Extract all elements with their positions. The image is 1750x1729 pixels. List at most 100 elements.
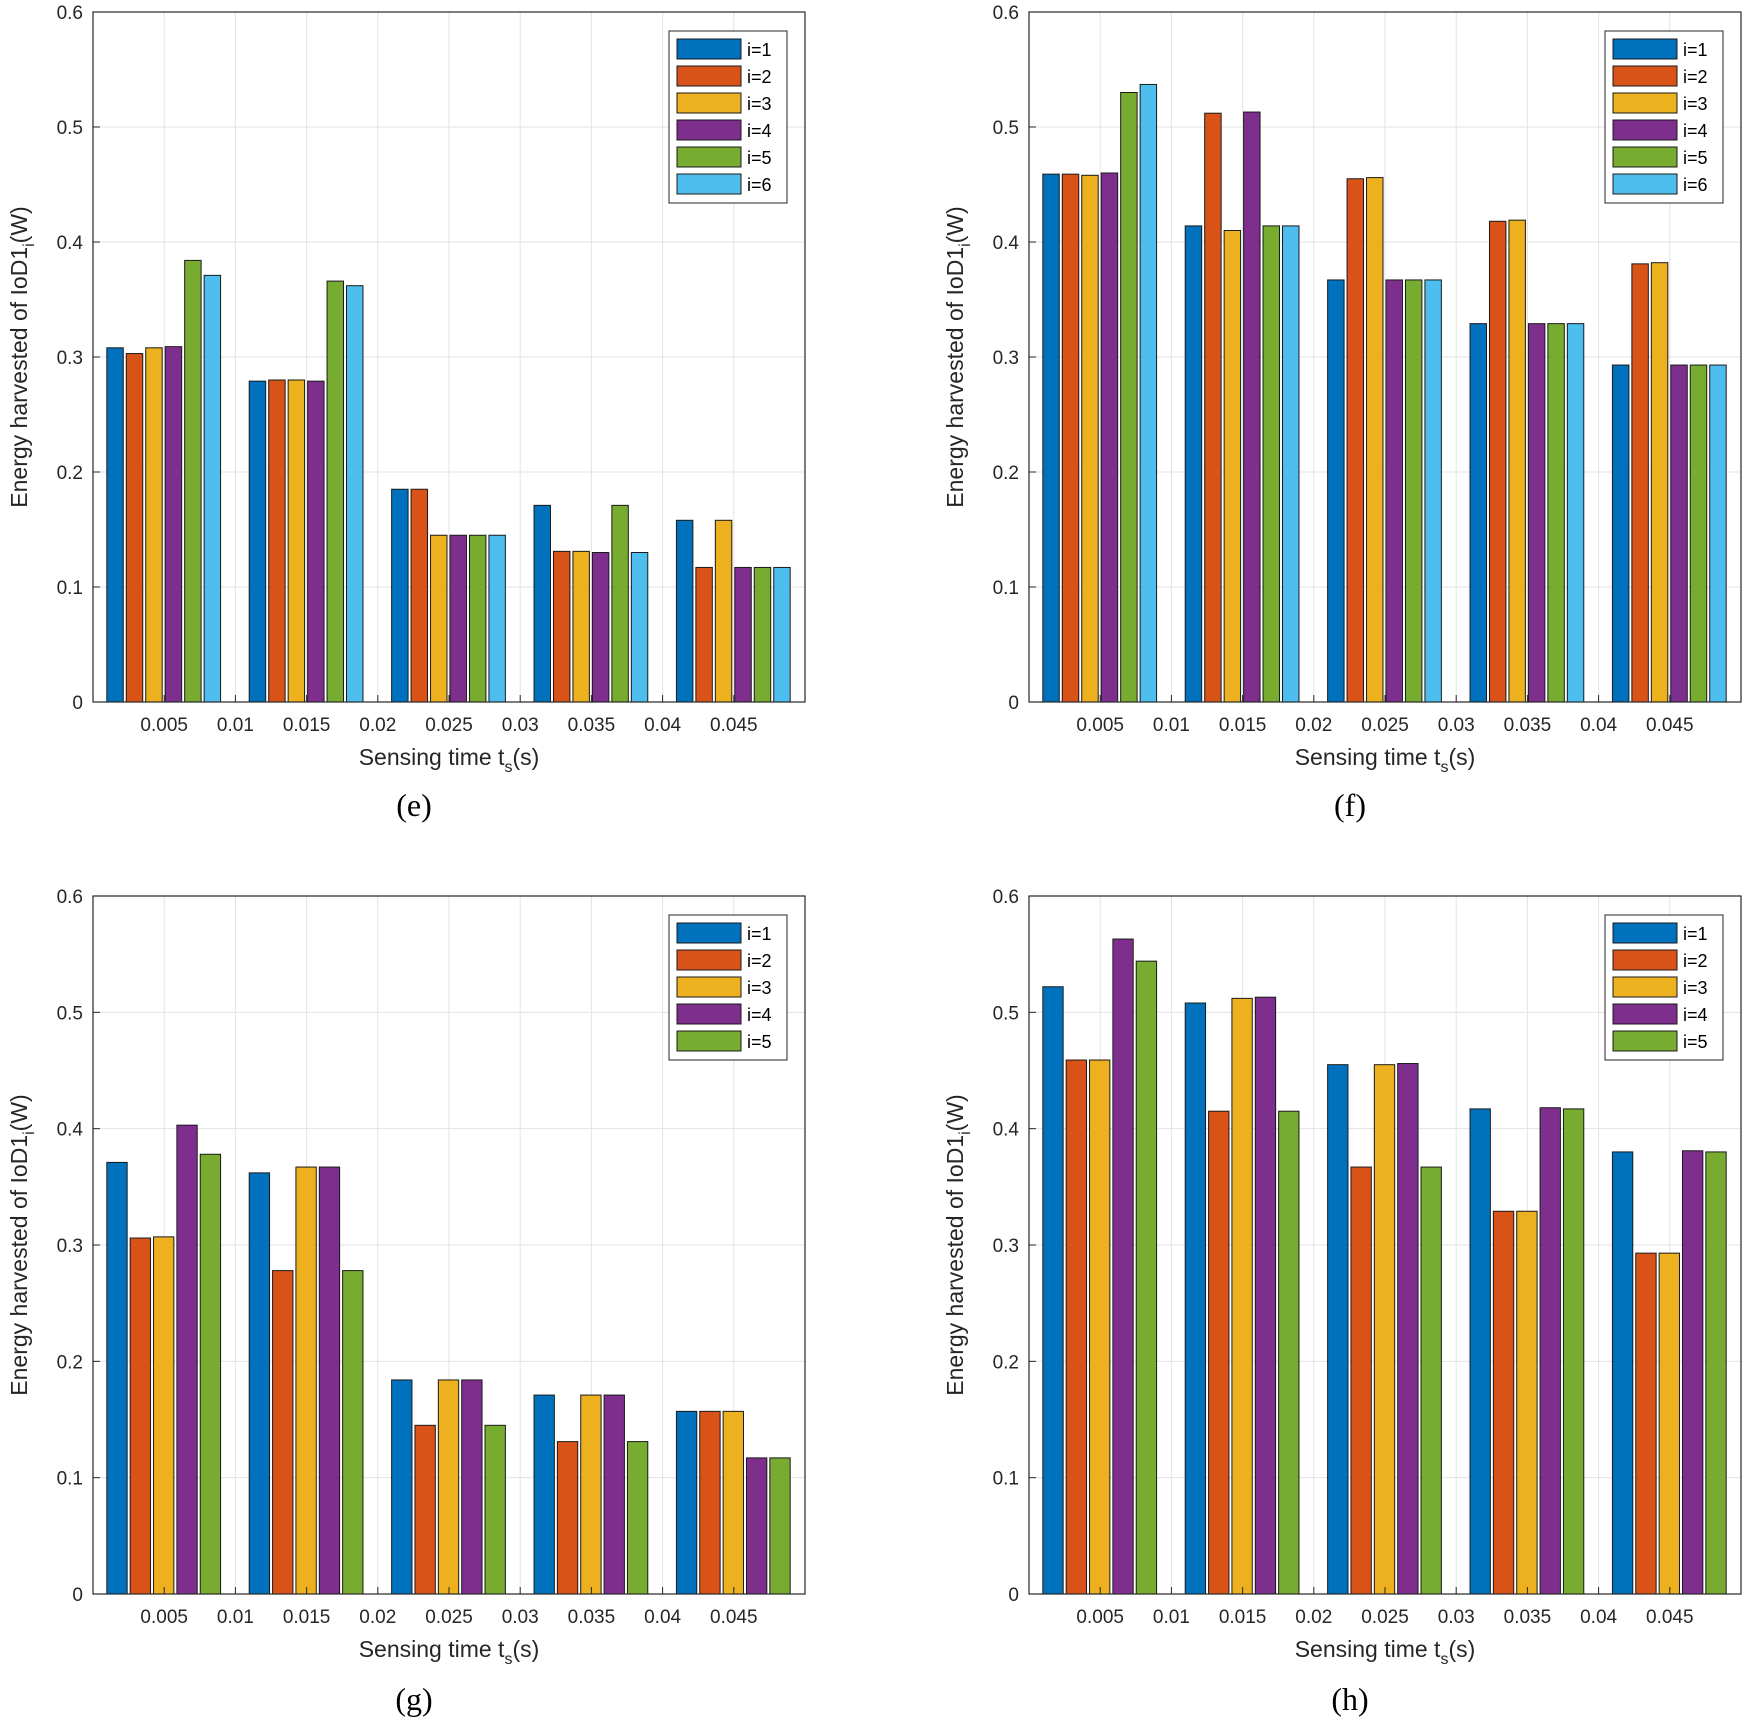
bar-i6-cat5 xyxy=(1709,364,1727,703)
bar-i2-cat1 xyxy=(1065,1059,1088,1595)
y-tick-label: 0 xyxy=(72,693,83,714)
bar-i1-cat4 xyxy=(1469,1108,1491,1595)
y-tick-label: 0.6 xyxy=(993,3,1019,24)
y-tick-label: 0.4 xyxy=(993,1120,1020,1141)
bar-i6-cat1 xyxy=(203,274,222,703)
bar-i4-cat2 xyxy=(1243,111,1261,703)
bar-i1-cat4 xyxy=(1469,323,1487,703)
x-tick-label: 0.035 xyxy=(568,715,616,736)
bar-i1-cat3 xyxy=(391,1379,413,1595)
bar-i2-cat5 xyxy=(1635,1252,1657,1595)
chart-h: 0 0.1 0.2 0.3 0.4 0.5 0.6 0.005 0.01 0.015 0.02 0.0… xyxy=(942,887,1742,1717)
x-axis-label: Sensing time ts(s) xyxy=(1295,744,1476,776)
bar-i3-cat4 xyxy=(1508,219,1526,703)
bar-i2-cat4 xyxy=(552,550,571,703)
bar-i3-cat2 xyxy=(295,1166,317,1595)
y-tick-label: 0.3 xyxy=(993,1236,1019,1257)
y-axis-label: Energy harvested of IoD1i(W) xyxy=(942,1094,974,1395)
y-tick-label: 0.5 xyxy=(993,1003,1019,1024)
x-tick-label: 0.025 xyxy=(1361,1607,1409,1628)
legend-label-i6: i=6 xyxy=(1683,175,1708,195)
bar-i2-cat1 xyxy=(125,353,144,703)
bar-i5-cat5 xyxy=(1705,1151,1727,1595)
x-tick-label: 0.015 xyxy=(1219,1607,1267,1628)
x-tick-label: 0.005 xyxy=(140,1607,188,1628)
bar-i3-cat2 xyxy=(287,379,306,703)
chart-e: 0 0.1 0.2 0.3 0.4 0.5 0.6 0.005 0.01 0.015 0.02 0.0… xyxy=(6,3,806,823)
x-tick-label: 0.005 xyxy=(1076,715,1124,736)
bar-i4-cat4 xyxy=(591,552,610,703)
bar-i6-cat5 xyxy=(773,566,791,703)
x-tick-label: 0.045 xyxy=(710,1607,758,1628)
y-tick-label: 0.3 xyxy=(57,348,83,369)
bar-i2-cat2 xyxy=(272,1270,294,1595)
bar-i1-cat5 xyxy=(675,1410,698,1595)
bar-i4-cat3 xyxy=(1385,279,1403,703)
legend: i=1 i=2 i=3 i=4 i=5 i=6 xyxy=(668,30,788,204)
legend-swatch-i5 xyxy=(676,1030,742,1052)
bar-i2-cat4 xyxy=(556,1441,579,1595)
bar-i5-cat2 xyxy=(326,280,345,703)
y-tick-label: 0.5 xyxy=(57,118,83,139)
legend-label-i2: i=2 xyxy=(1683,951,1708,971)
bar-i5-cat5 xyxy=(753,566,772,703)
bar-i5-cat3 xyxy=(484,1424,506,1595)
y-tick-label: 0.4 xyxy=(993,233,1020,254)
chart-f: 0 0.1 0.2 0.3 0.4 0.5 0.6 0.005 0.01 0.015 0.02 0.0… xyxy=(942,3,1742,823)
bar-i6-cat4 xyxy=(630,552,649,703)
bar-i4-cat3 xyxy=(1397,1063,1419,1595)
x-tick-label: 0.025 xyxy=(1361,715,1409,736)
legend-swatch-i6 xyxy=(676,173,742,195)
bar-i4-cat5 xyxy=(1670,364,1688,703)
bar-i4-cat4 xyxy=(603,1394,625,1595)
bar-i4-cat2 xyxy=(1254,996,1277,1595)
x-tick-label: 0.02 xyxy=(1295,715,1332,736)
bar-i4-cat2 xyxy=(307,380,325,703)
bar-i1-cat1 xyxy=(106,1161,128,1595)
bar-i3-cat5 xyxy=(1650,262,1669,703)
bar-i6-cat4 xyxy=(1566,323,1585,703)
legend-swatch-i3 xyxy=(676,92,742,114)
bar-i1-cat1 xyxy=(1042,173,1060,703)
x-axis-label: Sensing time ts(s) xyxy=(359,744,540,776)
bar-i5-cat2 xyxy=(1262,225,1281,703)
x-tick-label: 0.015 xyxy=(1219,715,1267,736)
bar-i4-cat5 xyxy=(745,1457,768,1595)
bar-i2-cat4 xyxy=(1492,1210,1515,1595)
bar-i5-cat2 xyxy=(1278,1110,1300,1595)
bar-i4-cat3 xyxy=(461,1379,483,1595)
bar-i2-cat5 xyxy=(1631,263,1649,703)
y-tick-label: 0.6 xyxy=(57,887,83,908)
bar-i5-cat1 xyxy=(1135,960,1158,1595)
legend-swatch-i3 xyxy=(1612,92,1678,114)
bar-i1-cat4 xyxy=(533,1394,555,1595)
legend-label-i3: i=3 xyxy=(747,978,772,998)
x-tick-label: 0.02 xyxy=(359,1607,396,1628)
legend-swatch-i4 xyxy=(1612,119,1678,141)
legend-label-i5: i=5 xyxy=(1683,1032,1708,1052)
bar-i3-cat5 xyxy=(1658,1252,1680,1595)
y-tick-label: 0 xyxy=(1008,1585,1019,1606)
x-tick-label: 0.015 xyxy=(283,715,331,736)
bar-i2-cat5 xyxy=(699,1410,721,1595)
y-tick-label: 0.3 xyxy=(993,348,1019,369)
legend-label-i3: i=3 xyxy=(1683,94,1708,114)
legend: i=1 i=2 i=3 i=4 i=5 xyxy=(668,914,788,1061)
bar-i6-cat1 xyxy=(1139,83,1158,703)
bar-i2-cat2 xyxy=(1204,112,1222,703)
legend-swatch-i5 xyxy=(676,146,742,168)
y-tick-label: 0.4 xyxy=(57,1120,84,1141)
legend-label-i4: i=4 xyxy=(1683,121,1708,141)
bar-i2-cat4 xyxy=(1488,220,1507,703)
x-tick-label: 0.045 xyxy=(1646,1607,1694,1628)
legend-swatch-i1 xyxy=(676,38,742,60)
x-tick-label: 0.03 xyxy=(502,1607,539,1628)
bar-i1-cat1 xyxy=(106,347,124,703)
bar-i4-cat3 xyxy=(449,534,467,703)
bar-i3-cat3 xyxy=(437,1379,460,1595)
bar-i6-cat2 xyxy=(1282,225,1300,703)
x-tick-label: 0.03 xyxy=(1438,1607,1475,1628)
legend-label-i4: i=4 xyxy=(1683,1005,1708,1025)
legend-swatch-i2 xyxy=(1612,65,1678,87)
